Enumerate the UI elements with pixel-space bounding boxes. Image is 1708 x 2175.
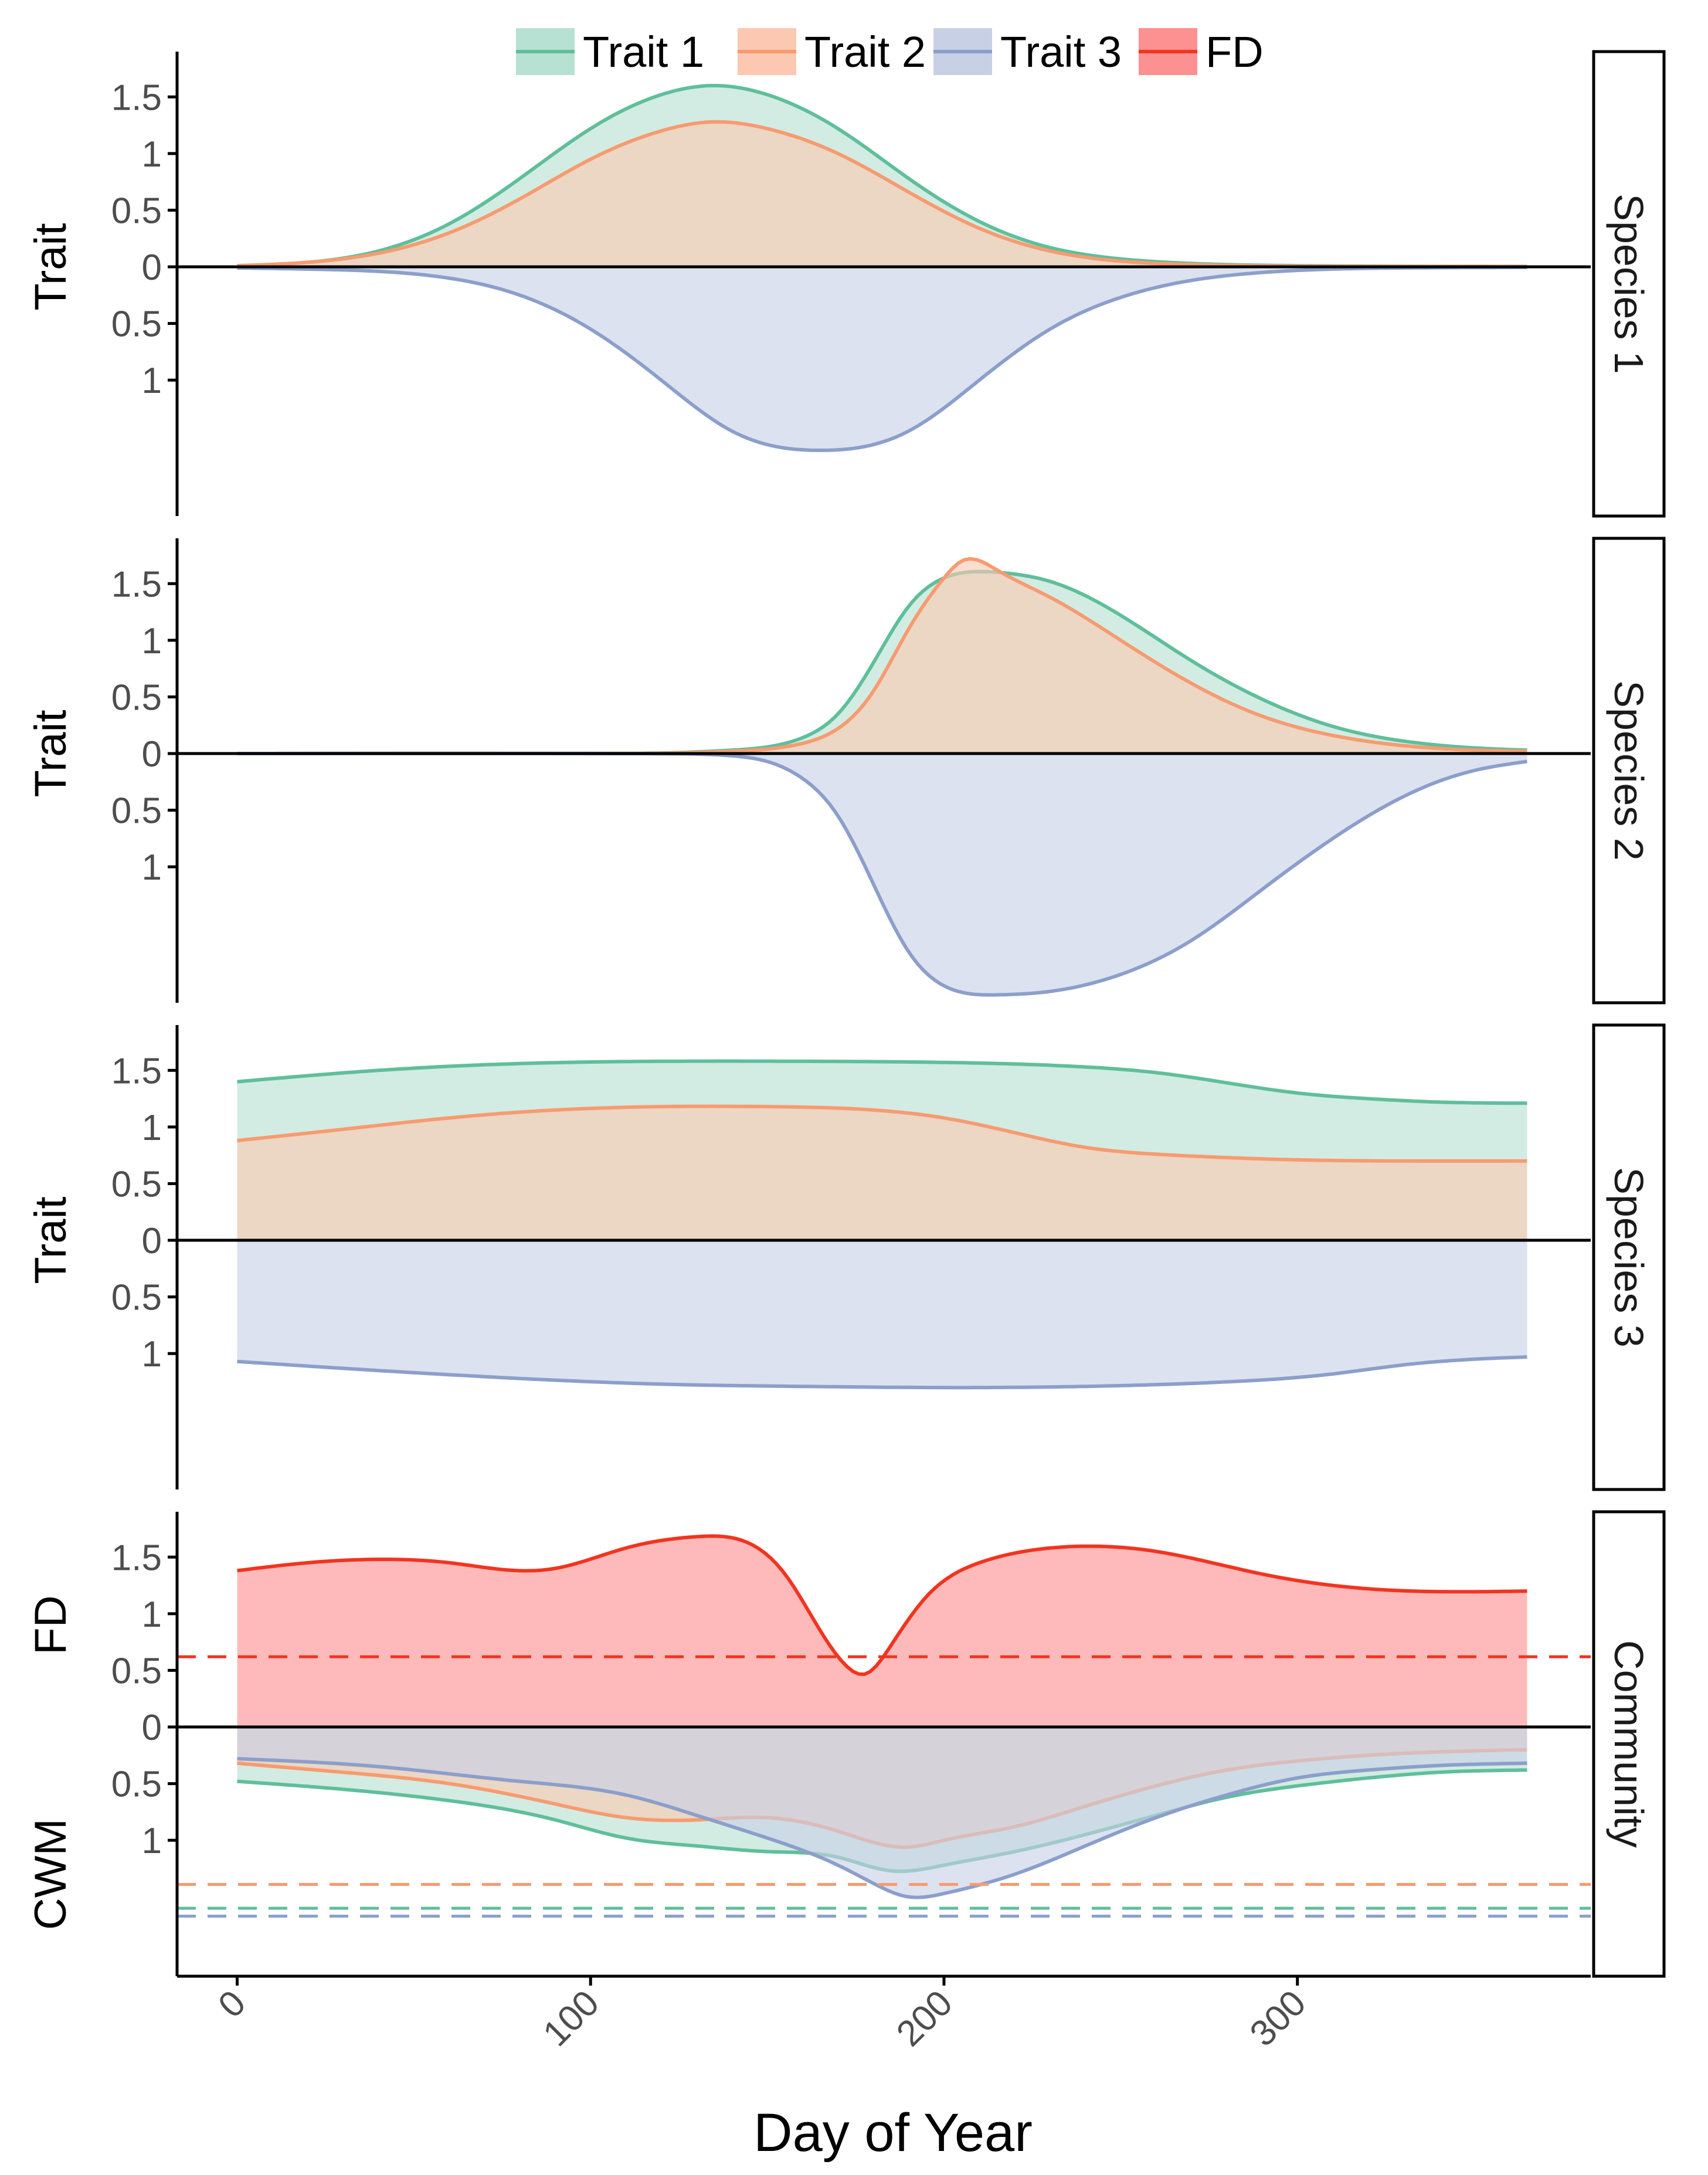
facet-strip [1592,537,1666,1005]
area-fd [237,1536,1527,1727]
y-tick-label: 1.5 [111,564,162,605]
y-tick-label: 1 [142,1821,162,1861]
y-tick-label: 0 [142,1708,162,1748]
legend: Trait 1 Trait 2 Trait 3 FD [516,28,1264,76]
y-tick-label: 0.5 [111,791,162,832]
line-trait-3 [237,266,1527,452]
y-tick-label: 0.5 [111,304,162,345]
y-tick-label: 1 [142,361,162,401]
y-tick-label: 0 [142,734,162,775]
legend-item-trait-2: Trait 2 [738,28,926,76]
y-tick-label: 1 [142,847,162,888]
panel-species-3: 1.5 1 0.5 0 0.5 1 Trait Species 3 [26,1023,1666,1491]
legend-label: Trait 3 [1000,28,1122,76]
facet-strip-label: Species 1 [1606,194,1652,374]
area-trait-3 [237,1727,1527,1898]
y-tick-label: 1 [142,134,162,175]
area-trait-2 [237,1106,1527,1240]
y-tick-label: 0.5 [111,191,162,231]
area-trait-3 [237,267,1527,450]
y-tick-label: 0 [142,247,162,288]
facet-strip [1592,50,1666,518]
area-trait-2 [237,121,1527,267]
panels: 1.5 1 0.5 0 0.5 1 Trait Species 1 1.5 1 0.5 0 0.5 1 Tr… [26,50,1666,1978]
y-axis-title-lower: CWM [26,1818,76,1930]
legend-label: FD [1206,28,1264,76]
panel-species-1: 1.5 1 0.5 0 0.5 1 Trait Species 1 [26,50,1666,518]
line-trait-3 [237,1757,1527,1899]
y-tick-label: 0 [142,1221,162,1261]
y-tick-label: 0.5 [111,1765,162,1805]
y-tick-label: 1 [142,1594,162,1635]
area-trait-2 [237,558,1527,754]
legend-label: Trait 1 [583,28,704,76]
y-tick-label: 1 [142,621,162,661]
y-tick-label: 0.5 [111,1651,162,1691]
y-axis-title: Trait [26,710,76,797]
y-axis-title: Trait [26,1196,76,1284]
y-tick-label: 1 [142,1334,162,1375]
y-tick-label: 0.5 [111,1278,162,1318]
y-axis-title: Trait [26,223,76,310]
area-trait-3 [237,753,1527,995]
y-tick-label: 0.5 [111,1164,162,1204]
y-tick-label: 1 [142,1108,162,1148]
y-tick-label: 1.5 [111,1538,162,1578]
facet-strip [1592,1510,1666,1978]
line-trait-1 [237,1059,1527,1105]
facet-strip-label: Species 3 [1606,1167,1652,1347]
y-axis-title-upper: FD [26,1596,76,1655]
legend-label: Trait 2 [804,28,926,76]
legend-item-fd: FD [1139,28,1264,76]
y-tick-label: 0.5 [111,677,162,718]
legend-item-trait-1: Trait 1 [516,28,704,76]
panel-community: 1.5 1 0.5 0 0.5 1 FD CWM Community [26,1510,1666,1978]
y-tick-label: 1.5 [111,1051,162,1091]
line-trait-3 [237,1355,1527,1390]
facet-strip-label: Community [1606,1640,1652,1848]
area-trait-3 [237,1240,1527,1388]
facet-strip [1592,1023,1666,1491]
facet-strip-label: Species 2 [1606,680,1652,860]
line-fd [237,1534,1527,1677]
line-trait-2 [237,1104,1527,1163]
panel-species-2: 1.5 1 0.5 0 0.5 1 Trait Species 2 [26,537,1666,1005]
legend-item-trait-3: Trait 3 [933,28,1122,76]
x-axis-title: Day of Year [753,2103,1033,2163]
y-tick-label: 1.5 [111,77,162,118]
